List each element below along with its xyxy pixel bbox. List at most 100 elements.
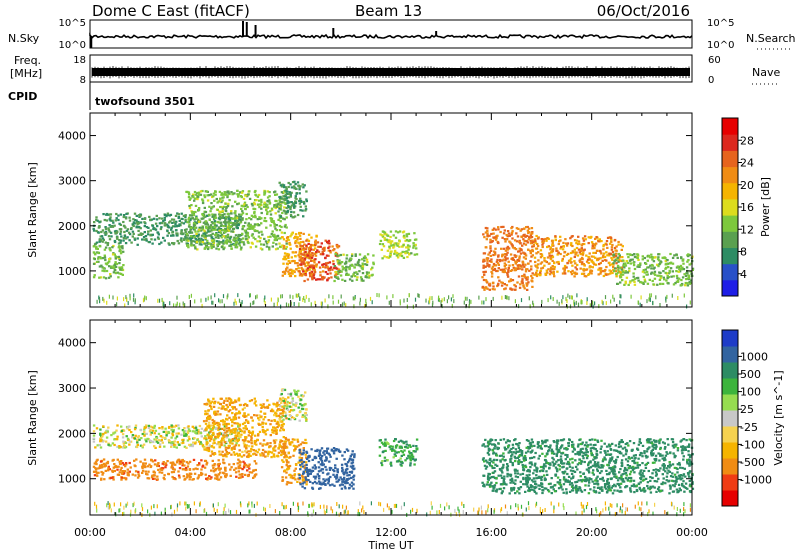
heatmap-cell (158, 471, 161, 474)
heatmap-cell (203, 194, 206, 197)
heatmap-cell (96, 458, 99, 461)
heatmap-cell (130, 241, 133, 244)
heatmap-cell (289, 207, 292, 211)
heatmap-cell (119, 462, 122, 466)
heatmap-cell (194, 426, 198, 429)
heatmap-cell (285, 245, 288, 248)
heatmap-speckle (369, 296, 372, 301)
heatmap-cell (281, 428, 285, 431)
heatmap-cell (396, 244, 399, 247)
heatmap-cell (233, 243, 236, 246)
heatmap-cell (113, 253, 116, 256)
heatmap-cell (560, 245, 563, 248)
heatmap-cell (156, 231, 159, 234)
heatmap-cell (302, 270, 305, 273)
heatmap-cell (518, 267, 522, 270)
heatmap-cell (156, 475, 159, 478)
heatmap-cell (361, 262, 364, 265)
heatmap-cell (328, 269, 331, 272)
heatmap-cell (282, 399, 285, 402)
heatmap-cell (125, 237, 128, 240)
heatmap-cell (534, 273, 537, 276)
heatmap-cell (118, 460, 121, 463)
heatmap-cell (251, 433, 254, 436)
heatmap-cell (687, 255, 690, 258)
heatmap-cell (504, 255, 507, 259)
heatmap-cell (221, 214, 224, 217)
heatmap-cell (347, 273, 350, 276)
heatmap-cell (535, 247, 539, 250)
heatmap-cell (224, 219, 227, 222)
heatmap-cell (284, 258, 287, 261)
heatmap-cell (503, 283, 506, 286)
heatmap-cell (310, 270, 314, 273)
heatmap-cell (217, 473, 221, 476)
heatmap-cell (156, 225, 159, 228)
heatmap-cell (539, 271, 542, 274)
frequency-band (92, 68, 690, 76)
heatmap-cell (243, 473, 247, 476)
heatmap-cell (292, 269, 295, 272)
heatmap-cell (326, 272, 329, 275)
heatmap-speckle (481, 300, 483, 305)
heatmap-speckle (463, 300, 465, 305)
heatmap-cell (592, 243, 596, 246)
heatmap-cell (688, 254, 691, 257)
heatmap-cell (178, 462, 181, 465)
heatmap-cell (607, 273, 610, 276)
heatmap-cell (531, 254, 534, 257)
heatmap-speckle (179, 302, 181, 307)
heatmap-cell (305, 408, 308, 411)
heatmap-cell (283, 401, 286, 404)
heatmap-cell (184, 214, 187, 217)
heatmap-cell (133, 428, 137, 431)
heatmap-cell (158, 427, 161, 430)
heatmap-cell (177, 424, 180, 427)
heatmap-cell (605, 251, 608, 254)
heatmap-cell (532, 244, 536, 247)
heatmap-cell (301, 415, 304, 418)
heatmap-cell (265, 209, 268, 212)
heatmap-cell (234, 200, 237, 203)
heatmap-cell (499, 268, 502, 271)
heatmap-cell (599, 270, 603, 273)
heatmap-cell (294, 251, 298, 254)
heatmap-speckle (577, 302, 580, 307)
heatmap-cell (646, 266, 649, 269)
heatmap-cell (214, 213, 217, 216)
heatmap-cell (271, 431, 274, 434)
heatmap-cell (206, 194, 209, 197)
heatmap-cell (482, 233, 485, 236)
heatmap-cell (225, 403, 228, 407)
heatmap-cell (163, 445, 166, 448)
heatmap-cell (224, 448, 228, 452)
heatmap-cell (279, 419, 282, 422)
heatmap-cell (123, 446, 127, 449)
heatmap-cell (275, 224, 278, 227)
heatmap-cell (404, 239, 407, 242)
heatmap-speckle (340, 294, 342, 299)
heatmap-cell (482, 266, 485, 269)
heatmap-cell (171, 432, 174, 435)
heatmap-cell (339, 274, 343, 277)
heatmap-cell (211, 232, 214, 235)
heatmap-speckle (639, 302, 641, 307)
heatmap-speckle (649, 293, 651, 298)
heatmap-cell (298, 202, 302, 205)
heatmap-cell (526, 229, 530, 232)
heatmap-cell (665, 272, 669, 275)
heatmap-speckle (102, 296, 104, 301)
heatmap-cell (122, 442, 125, 445)
heatmap-speckle (446, 299, 448, 304)
heatmap-cell (492, 232, 495, 235)
heatmap-cell (247, 193, 250, 196)
heatmap-speckle (403, 298, 405, 303)
heatmap-cell (158, 222, 162, 225)
heatmap-cell (121, 436, 125, 439)
heatmap-cell (626, 271, 630, 274)
heatmap-cell (243, 445, 246, 448)
heatmap-cell (102, 238, 105, 241)
heatmap-cell (153, 426, 156, 429)
heatmap-speckle (182, 301, 184, 306)
